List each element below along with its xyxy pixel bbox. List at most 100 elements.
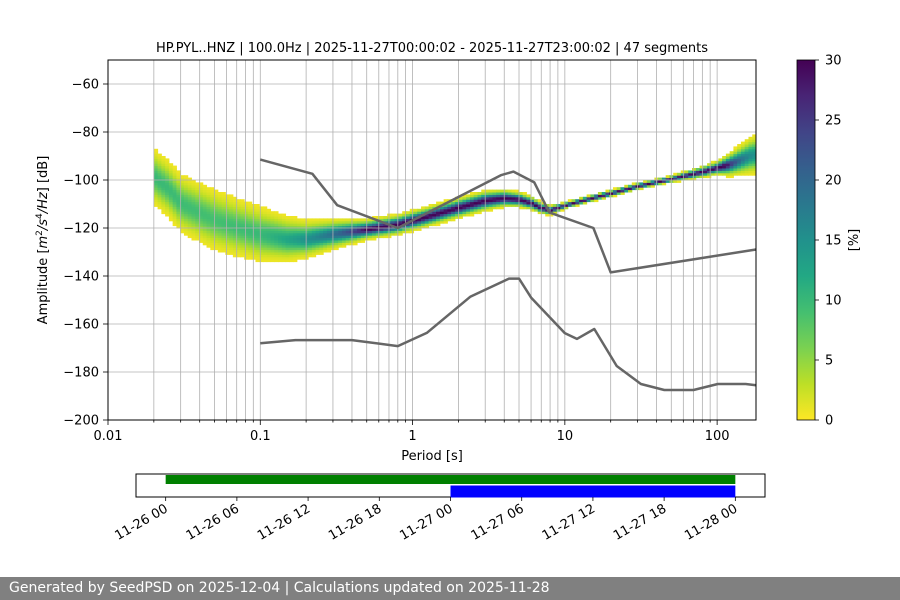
heatmap-cell: [503, 194, 509, 198]
heatmap-cell: [165, 194, 170, 198]
heatmap-cell: [240, 201, 245, 205]
heatmap-cell: [199, 240, 204, 243]
heatmap-cell: [247, 223, 253, 227]
heatmap-cell: [210, 192, 215, 195]
heatmap-cell: [225, 225, 230, 229]
heatmap-cell: [552, 204, 558, 207]
heatmap-cell: [315, 218, 320, 222]
heatmap-cell: [319, 252, 324, 255]
heatmap-cell: [157, 194, 162, 198]
heatmap-cell: [469, 211, 475, 215]
heatmap-cell: [326, 218, 332, 222]
heatmap-cell: [157, 184, 162, 188]
heatmap-cell: [187, 192, 192, 195]
heatmap-cell: [515, 199, 520, 203]
heatmap-cell: [191, 192, 196, 195]
heatmap-cell: [183, 199, 189, 203]
heatmap-cell: [217, 199, 223, 203]
heatmap-cell: [195, 220, 200, 224]
heatmap-cell: [293, 252, 298, 255]
heatmap-cell: [251, 211, 256, 215]
heatmap-cell: [195, 230, 200, 234]
heatmap-cell: [165, 196, 170, 200]
heatmap-cell: [225, 247, 230, 251]
heatmap-cell: [342, 237, 347, 241]
heatmap-cell: [217, 225, 223, 229]
heatmap-cell: [454, 204, 460, 207]
heatmap-cell: [289, 228, 294, 231]
horizontal-gridlines: [108, 83, 756, 421]
heatmap-cell: [500, 206, 505, 210]
heatmap-cell: [259, 249, 264, 253]
heatmap-cell: [319, 218, 324, 222]
heatmap-cell: [157, 189, 162, 193]
heatmap-cell: [733, 160, 738, 164]
heatmap-cell: [300, 240, 305, 243]
heatmap-cell: [477, 199, 482, 203]
heatmap-cell: [360, 223, 366, 227]
heatmap-cell: [180, 187, 185, 191]
heatmap-cell: [357, 235, 362, 239]
heatmap-cell: [161, 180, 166, 183]
heatmap-cell: [199, 235, 204, 239]
heatmap-cell: [477, 194, 482, 198]
heatmap-cell: [180, 228, 185, 231]
heatmap-cell: [221, 220, 226, 224]
heatmap-cell: [342, 228, 347, 231]
heatmap-cell: [247, 206, 253, 210]
heatmap-cell: [221, 201, 226, 205]
heatmap-cell: [229, 206, 234, 210]
heatmap-cell: [221, 242, 226, 246]
heatmap-cell: [255, 228, 260, 231]
heatmap-cell: [187, 216, 192, 219]
heatmap-cell: [240, 216, 245, 219]
heatmap-cell: [296, 218, 302, 222]
heatmap-cell: [421, 211, 426, 215]
heatmap-cell: [383, 232, 388, 236]
heatmap-cell: [240, 240, 245, 243]
heatmap-cell: [737, 165, 742, 169]
heatmap-cell: [240, 242, 245, 246]
heatmap-cell: [165, 208, 170, 212]
heatmap-cell: [665, 177, 670, 181]
heatmap-cell: [311, 225, 317, 229]
heatmap-cell: [247, 216, 253, 219]
heatmap-cell: [157, 163, 162, 167]
heatmap-cell: [183, 223, 189, 227]
heatmap-cell: [296, 225, 302, 229]
heatmap-cell: [195, 189, 200, 193]
heatmap-cell: [503, 189, 509, 193]
heatmap-cell: [620, 192, 625, 195]
heatmap-cell: [210, 237, 215, 241]
heatmap-cell: [244, 240, 249, 243]
heatmap-cell: [443, 220, 448, 224]
heatmap-cell: [244, 237, 249, 241]
heatmap-cell: [251, 244, 256, 248]
heatmap-cell: [631, 184, 637, 188]
heatmap-cell: [485, 208, 490, 212]
heatmap-cell: [270, 259, 275, 263]
heatmap-cell: [161, 187, 166, 191]
heatmap-cell: [199, 199, 204, 203]
heatmap-cell: [646, 180, 652, 183]
availability-tick-label: 11-26 18: [326, 501, 384, 543]
heatmap-cell: [744, 168, 749, 171]
heatmap-cell: [210, 196, 215, 200]
heatmap-cell: [511, 194, 516, 198]
heatmap-cell: [240, 204, 245, 207]
heatmap-cell: [191, 220, 196, 224]
heatmap-cell: [439, 213, 445, 217]
heatmap-cell: [165, 213, 170, 217]
heatmap-cell: [180, 213, 185, 217]
heatmap-cell: [699, 172, 704, 176]
heatmap-cell: [187, 180, 192, 183]
heatmap-cell: [515, 192, 520, 195]
heatmap-cell: [428, 216, 433, 219]
heatmap-cell: [255, 208, 260, 212]
heatmap-cell: [300, 228, 305, 231]
heatmap-cell: [157, 206, 162, 210]
heatmap-cell: [406, 218, 411, 222]
heatmap-cell: [217, 244, 223, 248]
heatmap-cell: [353, 223, 358, 227]
heatmap-cell: [262, 237, 268, 241]
